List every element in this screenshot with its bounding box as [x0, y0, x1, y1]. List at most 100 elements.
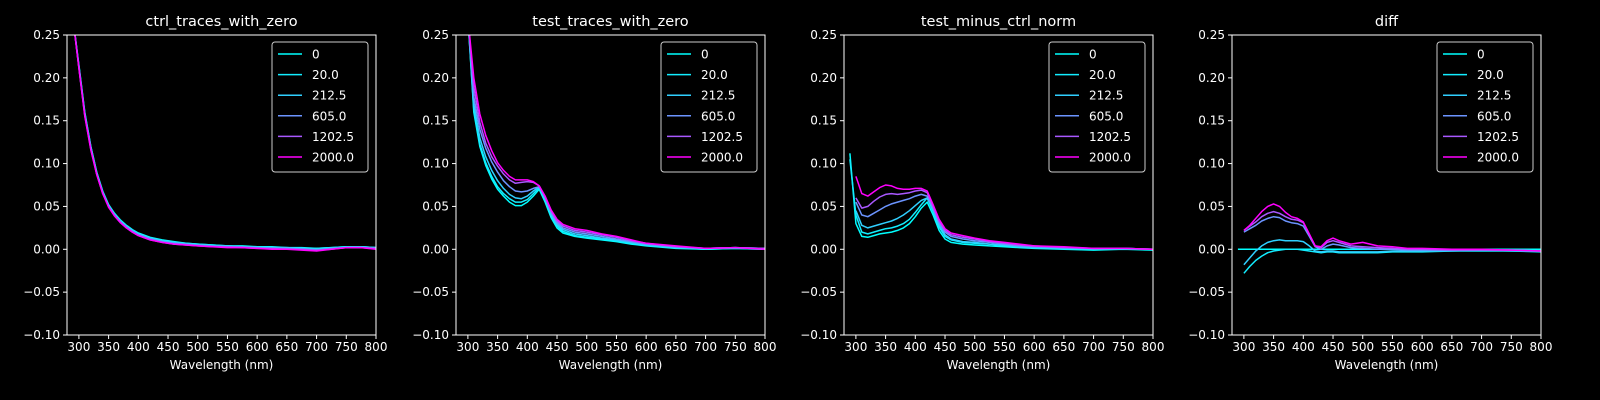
legend-label: 0 [1089, 48, 1097, 62]
x-tick-label: 500 [963, 340, 986, 354]
legend-label: 20.0 [1089, 68, 1116, 82]
y-tick-label: 0.10 [1198, 157, 1225, 171]
legend-label: 1202.5 [1089, 130, 1131, 144]
chart-title: test_minus_ctrl_norm [921, 14, 1076, 30]
axes-frame [66, 34, 377, 336]
series-line-1 [1243, 248, 1541, 274]
x-tick-label: 600 [635, 340, 658, 354]
x-tick-label: 750 [1500, 340, 1523, 354]
series-line-5 [1243, 203, 1541, 252]
legend-label: 605.0 [312, 109, 346, 123]
legend: 0 20.0 212.5 605.0 1202.5 2000.0 [660, 41, 758, 173]
x-tick-label: 750 [724, 340, 747, 354]
x-axis-label: Wavelength (nm) [1335, 358, 1439, 372]
y-tick-label: 0.15 [33, 114, 60, 128]
legend-label: 2000.0 [312, 151, 354, 165]
chart-panel-2: 300 350 400 450 500 550 600 650 700 750 800 −0.10 −0… [412, 14, 776, 372]
x-tick-label: 350 [486, 340, 509, 354]
x-axis-label: Wavelength (nm) [170, 358, 274, 372]
y-tick-label: 0.00 [1198, 242, 1225, 256]
y-tick-label: −0.05 [412, 285, 449, 299]
legend-label: 605.0 [1477, 109, 1511, 123]
chart-panel-1: 300 350 400 450 500 550 600 650 700 750 800 −0.10 −0… [23, 14, 387, 372]
legend-label: 605.0 [701, 109, 735, 123]
y-tick-label: 0.25 [1198, 28, 1225, 42]
series-line-5 [855, 176, 1153, 251]
x-tick-label: 700 [1470, 340, 1493, 354]
chart-title: diff [1375, 14, 1399, 30]
y-tick-label: 0.05 [33, 199, 60, 213]
x-tick-label: 800 [1142, 340, 1165, 354]
legend-label: 2000.0 [701, 151, 743, 165]
x-tick-label: 800 [1530, 340, 1553, 354]
x-tick-label: 600 [1023, 340, 1046, 354]
axes-frame [455, 34, 766, 336]
y-tick-label: 0.25 [422, 28, 449, 42]
legend-label: 0 [701, 48, 709, 62]
y-tick-label: −0.05 [800, 285, 837, 299]
y-tick-label: 0.20 [810, 71, 837, 85]
x-tick-label: 400 [904, 340, 927, 354]
series-line-5 [468, 35, 765, 251]
y-tick-label: 0.25 [810, 28, 837, 42]
y-tick-label: 0.00 [33, 242, 60, 256]
series-line-2 [1243, 239, 1541, 266]
x-tick-label: 300 [844, 340, 867, 354]
x-tick-label: 400 [1292, 340, 1315, 354]
x-tick-label: 650 [275, 340, 298, 354]
legend-label: 20.0 [1477, 68, 1504, 82]
x-tick-label: 550 [605, 340, 628, 354]
legend-label: 20.0 [701, 68, 728, 82]
legend: 0 20.0 212.5 605.0 1202.5 2000.0 [1436, 41, 1534, 173]
series-group [468, 35, 765, 251]
x-tick-label: 700 [1082, 340, 1105, 354]
y-tick-label: −0.05 [23, 285, 60, 299]
x-tick-label: 700 [694, 340, 717, 354]
y-tick-label: 0.05 [810, 199, 837, 213]
series-line-4 [1243, 210, 1541, 252]
chart-panel-3: 300 350 400 450 500 550 600 650 700 750 800 −0.10 −0… [800, 14, 1164, 372]
chart-panel-4: 300 350 400 450 500 550 600 650 700 750 800 −0.10 −0… [1188, 14, 1552, 372]
chart-title: test_traces_with_zero [532, 14, 689, 30]
x-tick-label: 500 [575, 340, 598, 354]
axes-frame [1231, 34, 1542, 336]
x-tick-label: 800 [365, 340, 388, 354]
x-tick-label: 600 [246, 340, 269, 354]
legend-label: 2000.0 [1477, 151, 1519, 165]
x-tick-label: 550 [1381, 340, 1404, 354]
y-tick-label: 0.10 [810, 157, 837, 171]
x-tick-label: 800 [754, 340, 777, 354]
x-tick-label: 300 [456, 340, 479, 354]
x-tick-label: 500 [1351, 340, 1374, 354]
x-tick-label: 450 [1322, 340, 1345, 354]
x-tick-label: 650 [1052, 340, 1075, 354]
y-tick-label: 0.20 [422, 71, 449, 85]
x-tick-label: 400 [127, 340, 150, 354]
y-tick-label: 0.15 [810, 114, 837, 128]
y-tick-label: 0.05 [422, 199, 449, 213]
y-tick-label: −0.10 [412, 328, 449, 342]
series-line-3 [1243, 215, 1541, 252]
x-tick-label: 350 [1262, 340, 1285, 354]
x-axis-label: Wavelength (nm) [559, 358, 663, 372]
series-group [849, 153, 1153, 251]
legend: 0 20.0 212.5 605.0 1202.5 2000.0 [271, 41, 369, 173]
y-tick-label: 0.20 [1198, 71, 1225, 85]
legend-label: 2000.0 [1089, 151, 1131, 165]
x-axis-label: Wavelength (nm) [947, 358, 1051, 372]
legend-label: 1202.5 [701, 130, 743, 144]
y-tick-label: 0.10 [422, 157, 449, 171]
series-group [1237, 203, 1541, 274]
legend-label: 212.5 [1477, 89, 1511, 103]
x-tick-label: 650 [1440, 340, 1463, 354]
y-tick-label: 0.15 [422, 114, 449, 128]
y-tick-label: −0.10 [23, 328, 60, 342]
y-tick-label: 0.05 [1198, 199, 1225, 213]
y-tick-label: 0.25 [33, 28, 60, 42]
y-tick-label: −0.10 [1188, 328, 1225, 342]
x-tick-label: 750 [335, 340, 358, 354]
legend-label: 212.5 [312, 89, 346, 103]
x-tick-label: 550 [993, 340, 1016, 354]
x-tick-label: 650 [664, 340, 687, 354]
